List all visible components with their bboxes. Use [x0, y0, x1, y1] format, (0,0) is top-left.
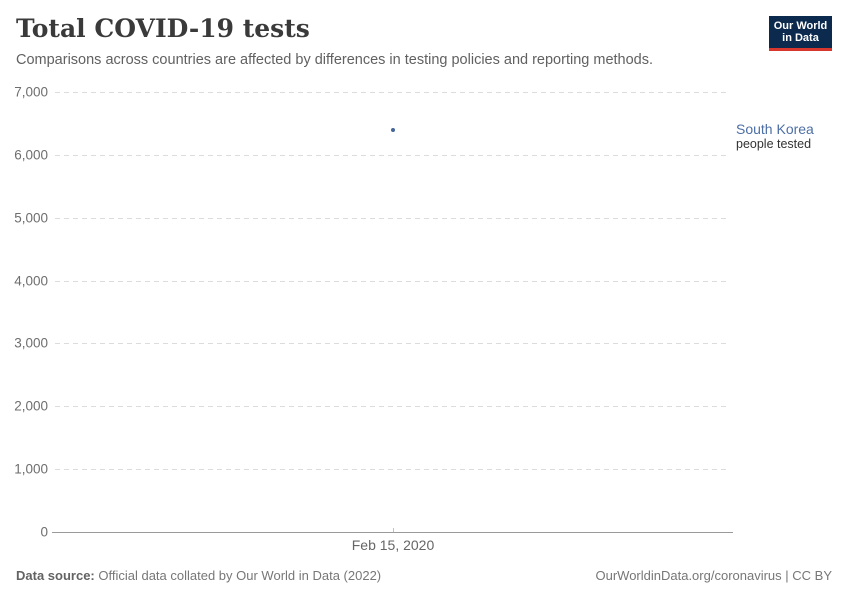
- owid-logo[interactable]: Our World in Data: [769, 16, 832, 51]
- y-axis-tick-label: 0: [40, 524, 48, 540]
- data-source-label: Data source:: [16, 568, 95, 583]
- y-axis-tick-label: 1,000: [14, 461, 48, 477]
- y-gridline: [55, 217, 729, 219]
- y-gridline: [55, 154, 729, 156]
- y-axis-tick-label: 5,000: [14, 210, 48, 226]
- y-axis-tick-label: 6,000: [14, 147, 48, 163]
- y-gridline: [55, 343, 729, 345]
- chart-subtitle: Comparisons across countries are affecte…: [16, 52, 654, 68]
- owid-coronavirus-link[interactable]: OurWorldinData.org/coronavirus | CC BY: [595, 568, 832, 583]
- owid-logo-line2: in Data: [782, 32, 819, 44]
- x-axis-line: [52, 532, 733, 533]
- data-point-south-korea[interactable]: [391, 127, 395, 132]
- y-gridline: [55, 469, 729, 471]
- series-label-south-korea[interactable]: South Korea people tested: [736, 121, 814, 152]
- y-axis-tick-label: 4,000: [14, 273, 48, 289]
- series-unit-label: people tested: [736, 137, 812, 151]
- owid-logo-line1: Our World: [773, 19, 828, 32]
- y-gridline: [55, 406, 729, 408]
- x-axis-tick-label: Feb 15, 2020: [351, 537, 435, 553]
- y-axis-tick-label: 7,000: [14, 84, 48, 100]
- x-axis-tick: [393, 528, 394, 532]
- series-name-label[interactable]: South Korea: [736, 121, 814, 137]
- y-gridline: [55, 92, 729, 93]
- data-source-text: Official data collated by Our World in D…: [94, 568, 382, 583]
- data-source-note: Data source: Official data collated by O…: [16, 568, 381, 583]
- y-axis-tick-label: 2,000: [14, 398, 48, 414]
- y-axis-tick-label: 3,000: [14, 335, 48, 351]
- y-gridline: [55, 280, 729, 282]
- chart-footer: Data source: Official data collated by O…: [16, 568, 832, 583]
- chart-title: Total COVID-19 tests: [16, 14, 310, 43]
